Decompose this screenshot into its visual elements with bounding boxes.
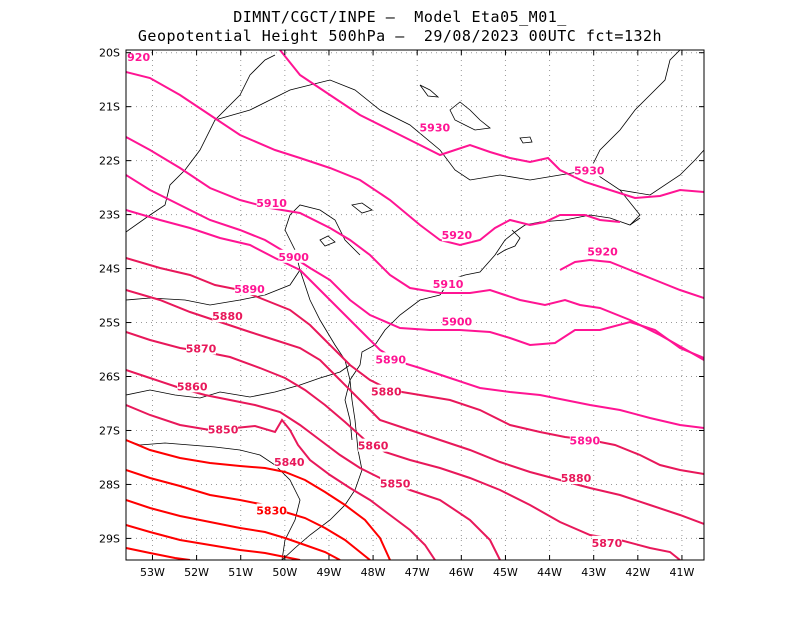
contour-label: 5920 (442, 229, 473, 242)
lon-label: 41W (670, 566, 695, 579)
lat-label: 26S (99, 371, 120, 384)
contour-5810 (126, 499, 341, 560)
contour-label-bg (186, 341, 217, 355)
contour-label-bg (561, 471, 592, 485)
lat-label: 21S (99, 101, 120, 114)
contour-5820 (126, 469, 371, 560)
contour-label-bg (574, 163, 605, 177)
lat-label: 23S (99, 209, 120, 222)
contour-5840 (126, 404, 436, 560)
lat-label: 25S (99, 317, 120, 330)
contour-5900 (126, 174, 704, 359)
lat-label: 27S (99, 424, 120, 437)
contour-label-bg (433, 276, 464, 290)
contour-label-bg (278, 249, 309, 263)
lat-label: 28S (99, 478, 120, 491)
lat-label: 29S (99, 532, 120, 545)
contour-5830 (126, 439, 391, 560)
contour-5920b (559, 258, 704, 299)
contour-label: 5910 (256, 197, 287, 210)
lon-label: 45W (493, 566, 518, 579)
contour-label-bg (441, 314, 472, 328)
contour-label: 5890 (570, 434, 601, 447)
contour-label-bg (419, 120, 450, 134)
contour-label: 5920 (587, 245, 618, 258)
title-line-2: Geopotential Height 500hPa — 29/08/2023 … (137, 27, 663, 45)
contour-label-bg (587, 244, 618, 258)
contour-label: 5890 (234, 283, 265, 296)
contour-label-bg (358, 438, 389, 452)
lat-label: 22S (99, 155, 120, 168)
lon-label: 51W (228, 566, 253, 579)
contour-label: 5880 (212, 310, 243, 323)
contour-label: 5840 (274, 456, 305, 469)
lon-label: 47W (405, 566, 430, 579)
contour-label-bg (177, 379, 208, 393)
contour-5800 (126, 524, 301, 560)
title-line-1: DIMNT/CGCT/INPE — Model Eta05_M01_ (233, 8, 567, 26)
contour-label: 5870 (186, 343, 217, 356)
lat-label: 20S (99, 47, 120, 60)
lon-label: 42W (625, 566, 650, 579)
lon-label: 43W (581, 566, 606, 579)
contour-label-bg (234, 282, 265, 296)
lon-label: 48W (361, 566, 386, 579)
contour-label: 5880 (371, 386, 402, 399)
contour-5930 (279, 50, 704, 200)
contour-label-bg (371, 384, 402, 398)
lon-label: 52W (184, 566, 209, 579)
contour-5910 (126, 136, 704, 361)
contour-labels: 5920 5930 5930 5910 5920 5920 5900 5890 5910 5880… (120, 50, 623, 550)
geopotential-height-contours (126, 50, 704, 560)
contour-label: 5870 (592, 537, 623, 550)
contour-label: 5850 (208, 423, 239, 436)
contour-label-bg (212, 309, 243, 323)
lat-label: 24S (99, 263, 120, 276)
lon-label: 49W (317, 566, 342, 579)
contour-label-bg (274, 454, 305, 468)
lon-label: 46W (449, 566, 474, 579)
contour-label: 5900 (442, 316, 473, 329)
lon-label: 53W (140, 566, 165, 579)
contour-label: 5900 (278, 251, 309, 264)
contour-label: 5860 (358, 440, 389, 453)
contour-label-bg (441, 228, 472, 242)
contour-5920a (126, 71, 621, 247)
contour-label-bg (256, 195, 287, 209)
contour-label: 5860 (177, 380, 208, 393)
contour-5870 (126, 289, 704, 525)
contour-label: 5920 (120, 51, 151, 64)
contour-label-bg (256, 503, 287, 517)
contour-label-bg (380, 476, 411, 490)
contour-label: 5850 (380, 477, 411, 490)
lon-label: 44W (537, 566, 562, 579)
contour-label: 5910 (433, 278, 464, 291)
graticule (126, 50, 704, 560)
contour-label-bg (208, 422, 239, 436)
contour-label-bg (126, 50, 150, 64)
contour-label: 5930 (420, 121, 451, 134)
lon-label: 50W (272, 566, 297, 579)
contour-label-bg (591, 535, 622, 549)
coastline-and-borders (126, 50, 704, 560)
plot-frame (125, 49, 705, 561)
contour-5850 (126, 369, 501, 560)
contour-label-bg (569, 433, 600, 447)
contour-label-bg (375, 352, 406, 366)
contour-label: 5880 (561, 472, 592, 485)
contour-label: 5890 (375, 353, 406, 366)
contour-5790 (126, 547, 191, 560)
contour-label: 5930 (574, 164, 605, 177)
axis-ticks: 20S 21S 22S 23S 24S 25S 26S 27S 28S 29S 53W 52W 51W 5… (99, 47, 704, 579)
contour-label: 5830 (256, 504, 287, 517)
